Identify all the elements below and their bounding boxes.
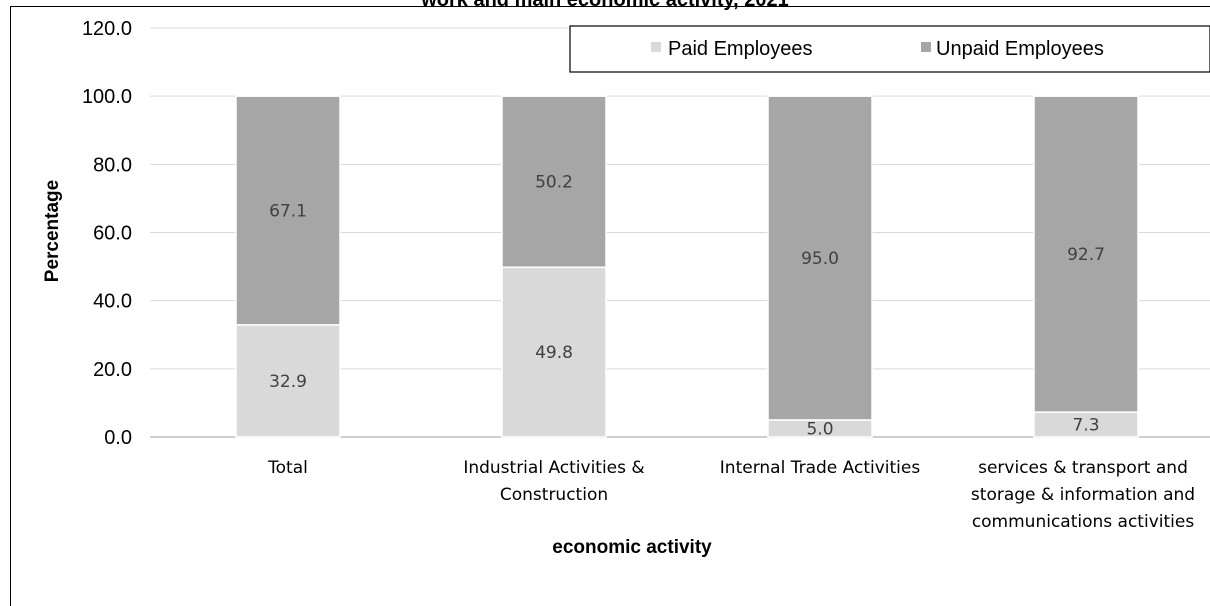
y-tick-label: 60.0 [93,223,132,245]
category-label: Industrial Activities & [463,458,644,478]
legend-swatch-paid [651,42,661,52]
y-tick-label: 120.0 [82,18,132,40]
legend-swatch-unpaid [921,42,931,52]
legend-label-paid: Paid Employees [668,38,813,60]
y-axis-label: Percentage [42,180,63,282]
legend: Paid Employees Unpaid Employees [569,25,1210,73]
data-label: 50.2 [535,173,573,193]
chart-frame [10,6,1210,606]
data-label: 49.8 [535,343,573,363]
y-tick-label: 20.0 [93,359,132,381]
category-label: Internal Trade Activities [720,458,921,478]
y-tick-label: 100.0 [82,86,132,108]
data-label: 92.7 [1067,245,1105,265]
data-label: 95.0 [801,249,839,269]
y-tick-labels: 0.0 20.0 40.0 60.0 80.0 100.0 120.0 [82,18,132,449]
bar-segment [767,95,873,421]
category-label: storage & information and [971,485,1195,505]
data-label: 7.3 [1072,416,1099,436]
bar-segment [235,95,341,326]
category-label: communications activities [972,512,1195,532]
y-tick-label: 80.0 [93,154,132,176]
bar-segment [1033,95,1139,413]
x-axis-label: economic activity [552,537,712,558]
legend-label-unpaid: Unpaid Employees [936,38,1104,60]
y-tick-label: 40.0 [93,291,132,313]
category-label: Construction [500,485,608,505]
stacked-bar-chart: 32.9 67.1 49.8 50.2 5.0 95.0 7.3 92.7 0.0 20.0 40… [42,18,1210,558]
y-tick-label: 0.0 [104,427,132,449]
bar-segment [501,95,607,269]
data-label: 32.9 [269,372,307,392]
bar-segment [235,324,341,438]
bars: 32.9 67.1 49.8 50.2 5.0 95.0 7.3 92.7 [235,95,1139,439]
data-label: 5.0 [806,419,833,439]
category-label: Total [267,458,308,478]
category-labels: Total Industrial Activities & Construction… [267,458,1195,532]
bar-segment [501,266,607,438]
data-label: 67.1 [269,202,307,222]
category-label: services & transport and [978,458,1188,478]
legend-box [569,25,1210,73]
chart-title: work and main economic activity, 2021 [421,0,789,11]
